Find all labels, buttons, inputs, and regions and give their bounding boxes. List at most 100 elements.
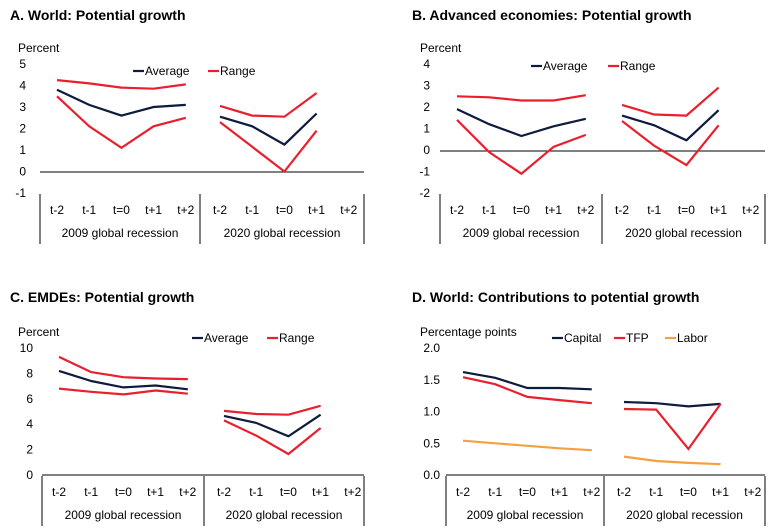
y-axis-label: Percent — [420, 41, 462, 55]
y-tick-label: 8 — [26, 366, 33, 380]
x-tick-label: t-1 — [82, 203, 96, 217]
y-tick-label: 1.0 — [423, 405, 440, 419]
y-tick-label: 4 — [423, 57, 430, 71]
y-tick-label: 2 — [423, 100, 430, 114]
x-tick-label: t-1 — [649, 485, 663, 499]
x-tick-label: t-1 — [84, 485, 98, 499]
x-tick-label: t-2 — [615, 203, 629, 217]
x-tick-label: t=0 — [115, 485, 132, 499]
x-tick-label: t+1 — [312, 485, 329, 499]
group-label: 2020 global recession — [626, 508, 743, 522]
panel-d: D. World: Contributions to potential gro… — [412, 289, 766, 526]
y-tick-label: -2 — [419, 186, 430, 200]
chart-title: C. EMDEs: Potential growth — [10, 289, 194, 305]
x-tick-label: t-2 — [213, 203, 227, 217]
y-tick-label: -1 — [15, 186, 26, 200]
group-label: 2009 global recession — [65, 508, 182, 522]
y-tick-label: 2 — [19, 122, 26, 136]
x-tick-label: t+2 — [744, 485, 761, 499]
x-tick-label: t+2 — [177, 203, 194, 217]
x-tick-label: t=0 — [513, 203, 530, 217]
x-tick-label: t-1 — [488, 485, 502, 499]
legend-label-range: Range — [620, 59, 656, 73]
y-tick-label: 0.0 — [423, 468, 440, 482]
series-line-average-group-2 — [621, 109, 720, 142]
x-tick-label: t+1 — [147, 485, 164, 499]
group-label: 2009 global recession — [463, 226, 580, 240]
series-line-range-high-group-1 — [56, 79, 186, 90]
x-tick-label: t+1 — [308, 203, 325, 217]
series-line-range-low-group-1 — [56, 95, 187, 150]
legend-label-average: Average — [204, 331, 249, 345]
y-tick-label: 1 — [19, 143, 26, 157]
chart-title: A. World: Potential growth — [10, 7, 186, 23]
series-line-capital-group-1 — [462, 371, 592, 391]
series-line-average-group-2 — [219, 112, 318, 146]
x-tick-label: t+1 — [551, 485, 568, 499]
series-line-average-group-2 — [223, 413, 322, 438]
x-tick-label: t-1 — [482, 203, 496, 217]
chart-title: D. World: Contributions to potential gro… — [412, 289, 699, 305]
x-tick-label: t+2 — [742, 203, 759, 217]
series-line-range-low-group-1 — [456, 119, 587, 176]
y-tick-label: 1.5 — [423, 373, 440, 387]
y-tick-label: 3 — [423, 79, 430, 93]
series-line-range-low-group-2 — [219, 121, 318, 174]
y-tick-label: 1 — [423, 122, 430, 136]
x-tick-label: t=0 — [280, 485, 297, 499]
series-line-range-low-group-1 — [58, 387, 188, 396]
legend-label-range: Range — [279, 331, 315, 345]
legend-label-labor: Labor — [677, 331, 708, 345]
y-axis-label: Percentage points — [420, 325, 517, 339]
group-label: 2020 global recession — [625, 226, 742, 240]
legend-label-range: Range — [220, 64, 256, 78]
series-line-average-group-1 — [456, 108, 587, 138]
panel-a: A. World: Potential growth Percent 5 4 3 2 1 0 -… — [10, 7, 365, 244]
series-line-range-high-group-2 — [223, 404, 321, 416]
series-line-range-high-group-2 — [621, 86, 720, 117]
y-tick-label: 0 — [19, 165, 26, 179]
series-line-tfp-group-2 — [623, 403, 722, 451]
group-label: 2009 global recession — [62, 226, 179, 240]
x-tick-label: t-2 — [52, 485, 66, 499]
series-line-labor-group-2 — [623, 455, 721, 466]
series-line-range-high-group-1 — [58, 355, 188, 381]
x-tick-label: t+2 — [344, 485, 361, 499]
x-tick-label: t+2 — [179, 485, 196, 499]
y-tick-label: 4 — [26, 417, 33, 431]
y-axis-label: Percent — [18, 325, 60, 339]
legend-label-average: Average — [543, 59, 588, 73]
x-tick-label: t+1 — [545, 203, 562, 217]
panel-c: C. EMDEs: Potential growthPercent1086420… — [10, 289, 365, 526]
y-tick-label: 4 — [19, 79, 26, 93]
group-label: 2020 global recession — [224, 226, 341, 240]
x-tick-label: t-1 — [249, 485, 263, 499]
y-tick-label: 10 — [20, 341, 34, 355]
y-tick-label: 2 — [26, 443, 33, 457]
group-label: 2009 global recession — [467, 508, 584, 522]
x-tick-label: t-1 — [245, 203, 259, 217]
x-tick-label: t=0 — [276, 203, 293, 217]
x-tick-label: t+2 — [583, 485, 600, 499]
y-tick-label: 0 — [26, 468, 33, 482]
series-line-average-group-1 — [56, 88, 186, 117]
x-tick-label: t-2 — [50, 203, 64, 217]
x-tick-label: t=0 — [680, 485, 697, 499]
y-tick-label: 0 — [423, 143, 430, 157]
panel-b: B. Advanced economies: Potential growth P… — [412, 7, 766, 244]
chart-title: B. Advanced economies: Potential growth — [412, 7, 692, 23]
x-tick-label: t+1 — [145, 203, 162, 217]
legend-label-average: Average — [145, 64, 190, 78]
x-tick-label: t+2 — [340, 203, 357, 217]
x-tick-label: t-2 — [450, 203, 464, 217]
series-line-range-high-group-1 — [456, 94, 586, 102]
series-line-range-low-group-2 — [621, 120, 720, 167]
y-tick-label: 3 — [19, 100, 26, 114]
x-tick-label: t+1 — [712, 485, 729, 499]
y-tick-label: 6 — [26, 392, 33, 406]
x-tick-label: t-2 — [456, 485, 470, 499]
series-line-range-high-group-2 — [219, 92, 318, 118]
x-tick-label: t=0 — [519, 485, 536, 499]
x-tick-label: t-1 — [647, 203, 661, 217]
